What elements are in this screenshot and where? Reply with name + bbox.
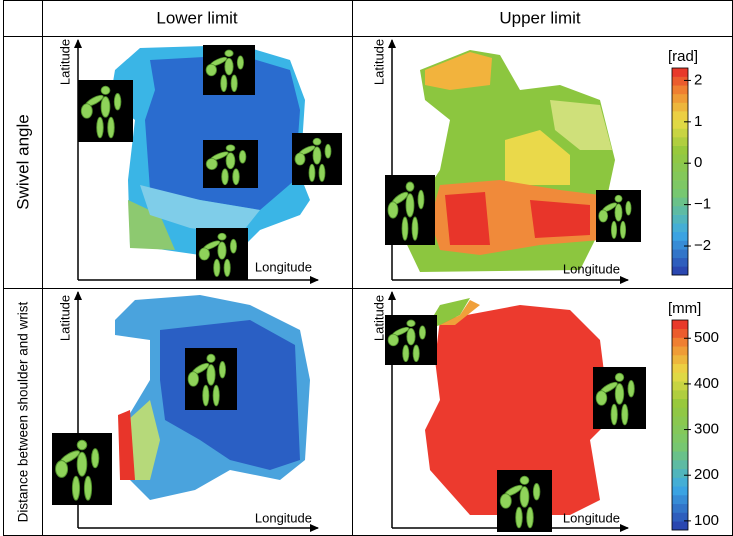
colorbar-step: [672, 189, 688, 198]
colorbar-step: [672, 373, 688, 382]
colorbar-tick-label: 500: [694, 329, 719, 346]
colorbar-tick-label: 400: [694, 375, 719, 392]
colorbar-step: [672, 434, 688, 443]
colorbar-step: [672, 77, 688, 86]
column-header: Lower limit: [156, 8, 238, 27]
colorbar-step: [672, 68, 688, 77]
colorbar-step: [672, 111, 688, 120]
colorbar-step: [672, 504, 688, 513]
colorbar-tick-label: 1: [694, 113, 702, 130]
colorbar-step: [672, 206, 688, 215]
colorbar-step: [672, 172, 688, 181]
row-header: Distance between shoulder and wrist: [16, 301, 31, 522]
axis-label: Latitude: [371, 39, 386, 85]
axis-label: Longitude: [255, 259, 312, 274]
colorbar-tick-label: 300: [694, 421, 719, 438]
colorbar-step: [672, 346, 688, 355]
colorbar-unit: [mm]: [668, 300, 701, 317]
colorbar-step: [672, 513, 688, 522]
colorbar-step: [672, 163, 688, 172]
colorbar-step: [672, 320, 688, 329]
colorbar-tick-label: −2: [694, 237, 711, 254]
colorbar-step: [672, 146, 688, 155]
colorbar-step: [672, 103, 688, 112]
colorbar-step: [672, 85, 688, 94]
colorbar-step: [672, 399, 688, 408]
row-header: Swivel angle: [13, 114, 32, 209]
colorbar-step: [672, 223, 688, 232]
colorbar-step: [672, 486, 688, 495]
figure: Lower limit Upper limit Swivel angle Dis…: [0, 0, 733, 536]
colorbar-step: [672, 495, 688, 504]
colorbar-tick-label: −1: [694, 196, 711, 213]
colorbar-step: [672, 408, 688, 417]
colorbar-step: [672, 154, 688, 163]
axis-label: Longitude: [563, 261, 620, 276]
colorbar-step: [672, 128, 688, 137]
colorbar-step: [672, 521, 688, 530]
colorbar-step: [672, 249, 688, 258]
axis-label: Longitude: [255, 510, 312, 525]
colorbar-step: [672, 355, 688, 364]
colorbar-tick-label: 200: [694, 466, 719, 483]
colorbar-step: [672, 469, 688, 478]
colorbar-step: [672, 478, 688, 487]
axis-label: Longitude: [563, 510, 620, 525]
colorbar-step: [672, 232, 688, 241]
colorbar-tick-label: 2: [694, 71, 702, 88]
colorbar-step: [672, 381, 688, 390]
colorbar-step: [672, 180, 688, 189]
colorbar-step: [672, 266, 688, 275]
colorbar-step: [672, 416, 688, 425]
colorbar-step: [672, 364, 688, 373]
colorbar-step: [672, 94, 688, 103]
colorbar-tick-label: 100: [694, 512, 719, 529]
axis-label: Latitude: [57, 295, 72, 341]
colorbar-step: [672, 460, 688, 469]
colorbar-tick-label: 0: [694, 154, 702, 171]
colorbar-step: [672, 137, 688, 146]
colorbar-step: [672, 329, 688, 338]
colorbar-step: [672, 451, 688, 460]
colorbar-step: [672, 338, 688, 347]
axis-label: Latitude: [57, 39, 72, 85]
colorbar-step: [672, 390, 688, 399]
colorbar-step: [672, 120, 688, 129]
colorbar-step: [672, 258, 688, 267]
axis-label: Latitude: [371, 295, 386, 341]
colorbar-step: [672, 443, 688, 452]
colorbar-step: [672, 215, 688, 224]
colorbar-unit: [rad]: [668, 48, 698, 65]
column-header: Upper limit: [499, 8, 581, 27]
colorbar-step: [672, 241, 688, 250]
